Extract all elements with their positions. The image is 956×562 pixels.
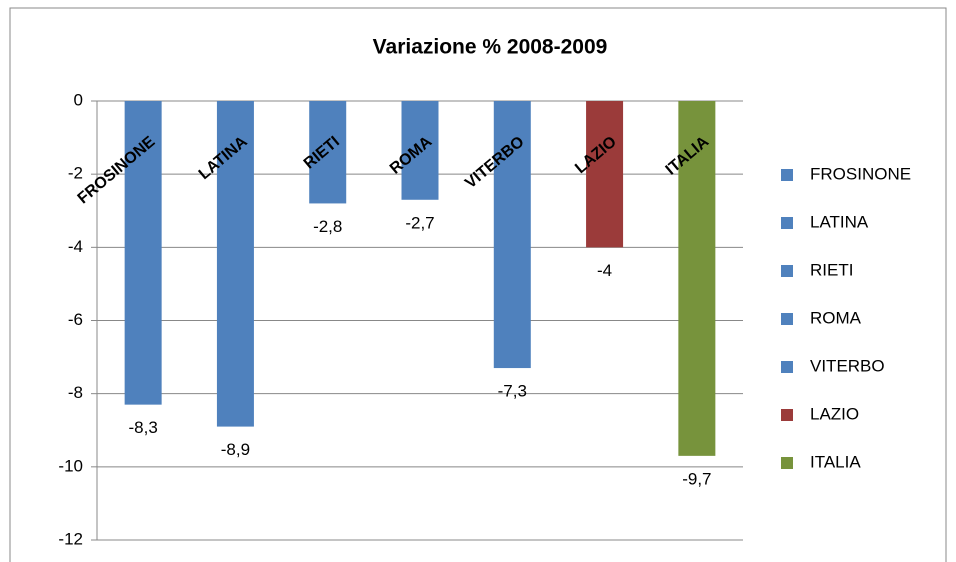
- value-label: -9,7: [682, 469, 711, 488]
- bar: [493, 101, 531, 369]
- value-label: -4: [597, 261, 612, 280]
- value-label: -7,3: [498, 382, 527, 401]
- legend-swatch: [781, 313, 793, 325]
- bar: [401, 101, 439, 200]
- legend-label: VITERBO: [810, 356, 885, 375]
- legend-swatch: [781, 409, 793, 421]
- y-tick-label: 0: [74, 90, 83, 109]
- legend-swatch: [781, 217, 793, 229]
- legend-label: FROSINONE: [810, 164, 911, 183]
- legend-swatch: [781, 457, 793, 469]
- legend-label: RIETI: [810, 260, 853, 279]
- bar: [124, 101, 162, 405]
- value-label: -8,9: [221, 440, 250, 459]
- y-tick-label: -2: [68, 164, 83, 183]
- legend-label: ITALIA: [810, 452, 861, 471]
- bar: [309, 101, 347, 204]
- y-tick-label: -12: [58, 529, 83, 548]
- legend-label: LATINA: [810, 212, 869, 231]
- legend-label: ROMA: [810, 308, 862, 327]
- chart-frame: [9, 7, 947, 562]
- chart-title: Variazione % 2008-2009: [373, 36, 608, 59]
- bar: [216, 101, 254, 427]
- y-tick-label: -4: [68, 237, 83, 256]
- legend-swatch: [781, 265, 793, 277]
- value-label: -2,8: [313, 217, 342, 236]
- legend-swatch: [781, 169, 793, 181]
- legend-swatch: [781, 361, 793, 373]
- y-tick-label: -8: [68, 383, 83, 402]
- bar: [678, 101, 716, 456]
- y-tick-label: -10: [58, 456, 83, 475]
- y-tick-label: -6: [68, 310, 83, 329]
- legend-label: LAZIO: [810, 404, 859, 423]
- bar: [586, 101, 624, 248]
- value-label: -2,7: [405, 213, 434, 232]
- value-label: -8,3: [128, 418, 157, 437]
